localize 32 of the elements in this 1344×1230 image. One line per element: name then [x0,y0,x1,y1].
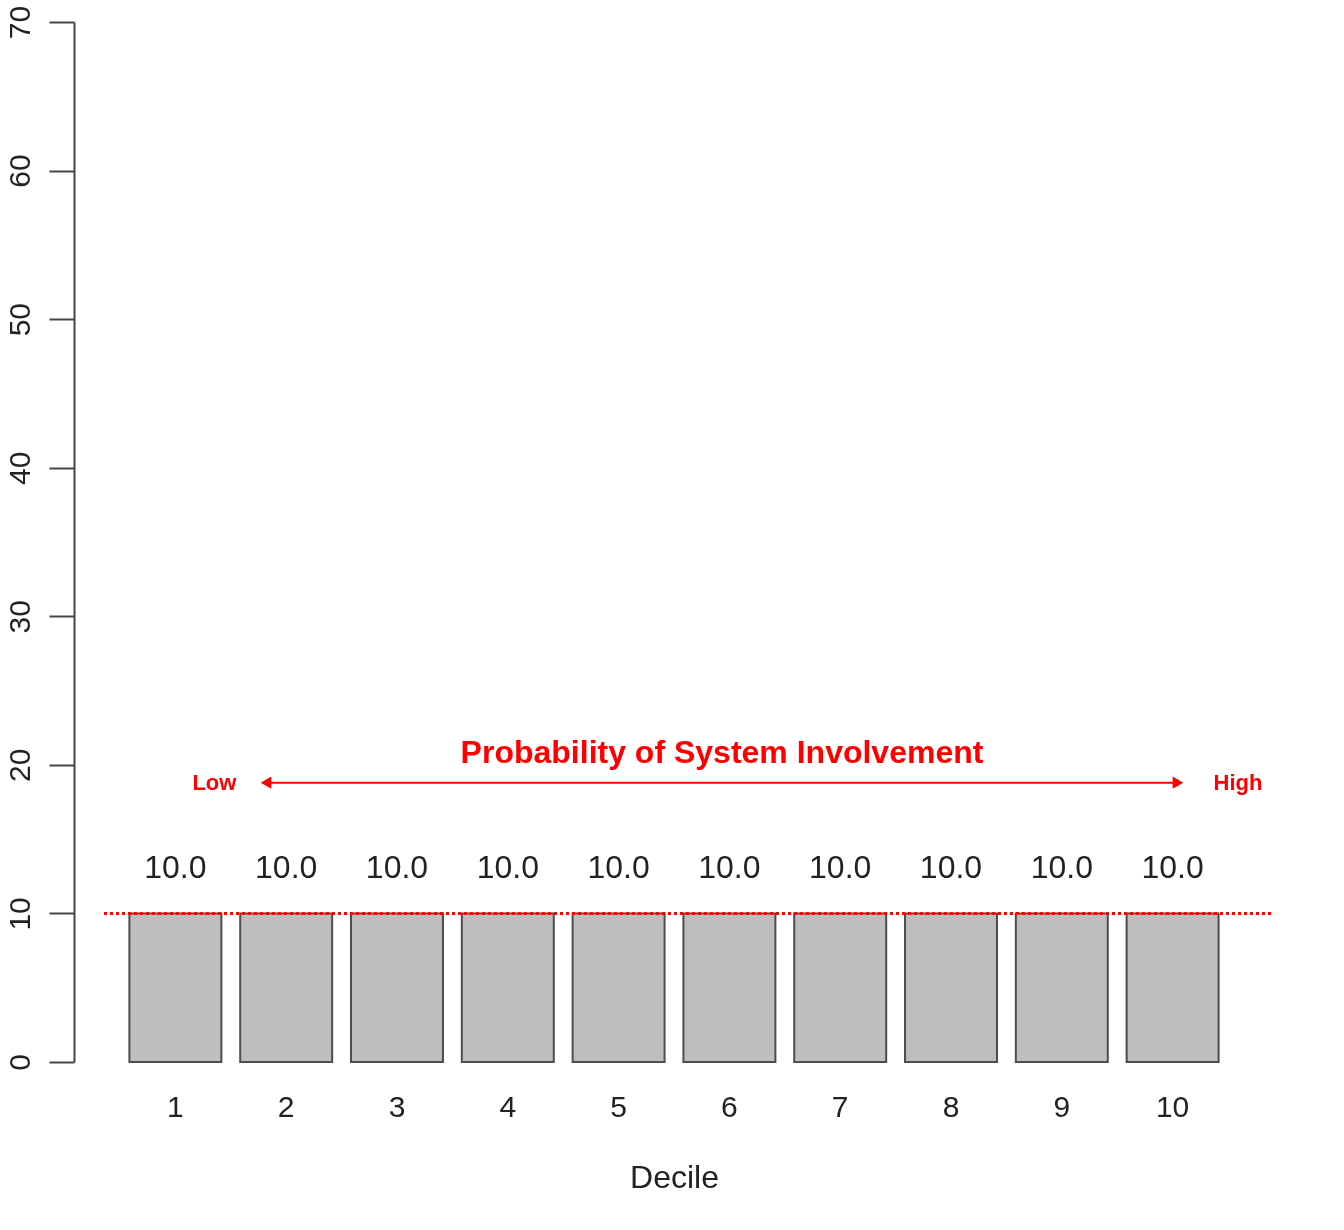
x-tick-label: 1 [167,1089,184,1123]
x-tick-label: 9 [1053,1089,1071,1123]
data-label: 10.0 [365,849,429,886]
annotation: High [1213,769,1263,795]
data-label: 10.0 [1030,849,1093,886]
y-tick-label: 50 [2,302,36,337]
data-label: 10.0 [809,849,872,886]
x-tick-label: 6 [721,1089,738,1123]
data-label: 10.0 [919,849,983,886]
y-tick-label: 70 [2,5,36,40]
y-tick-label: 60 [2,154,36,188]
x-tick-label: 8 [942,1089,960,1123]
data-label: 10.0 [476,849,539,886]
x-tick-label: 10 [1155,1089,1190,1123]
x-tick-label: 2 [277,1089,295,1123]
y-tick-label: 40 [2,451,36,485]
x-tick-label: 7 [831,1089,849,1123]
data-label: 10.0 [255,849,318,886]
data-label: 10.0 [587,849,650,886]
y-tick-label: 10 [2,897,36,931]
x-tick-label: 3 [388,1089,406,1123]
x-tick-label: 4 [499,1089,517,1123]
x-axis-title: Decile [630,1158,719,1195]
annotation: Low [192,769,238,795]
y-tick-label: 0 [2,1054,36,1071]
y-tick-label: 20 [2,748,36,783]
data-label: 10.0 [1141,849,1204,886]
data-label: 10.0 [698,849,761,886]
y-tick-label: 30 [2,600,36,634]
x-tick-label: 5 [610,1089,627,1123]
data-label: 10.0 [144,849,207,886]
annotation: Probability of System Involvement [460,733,984,770]
